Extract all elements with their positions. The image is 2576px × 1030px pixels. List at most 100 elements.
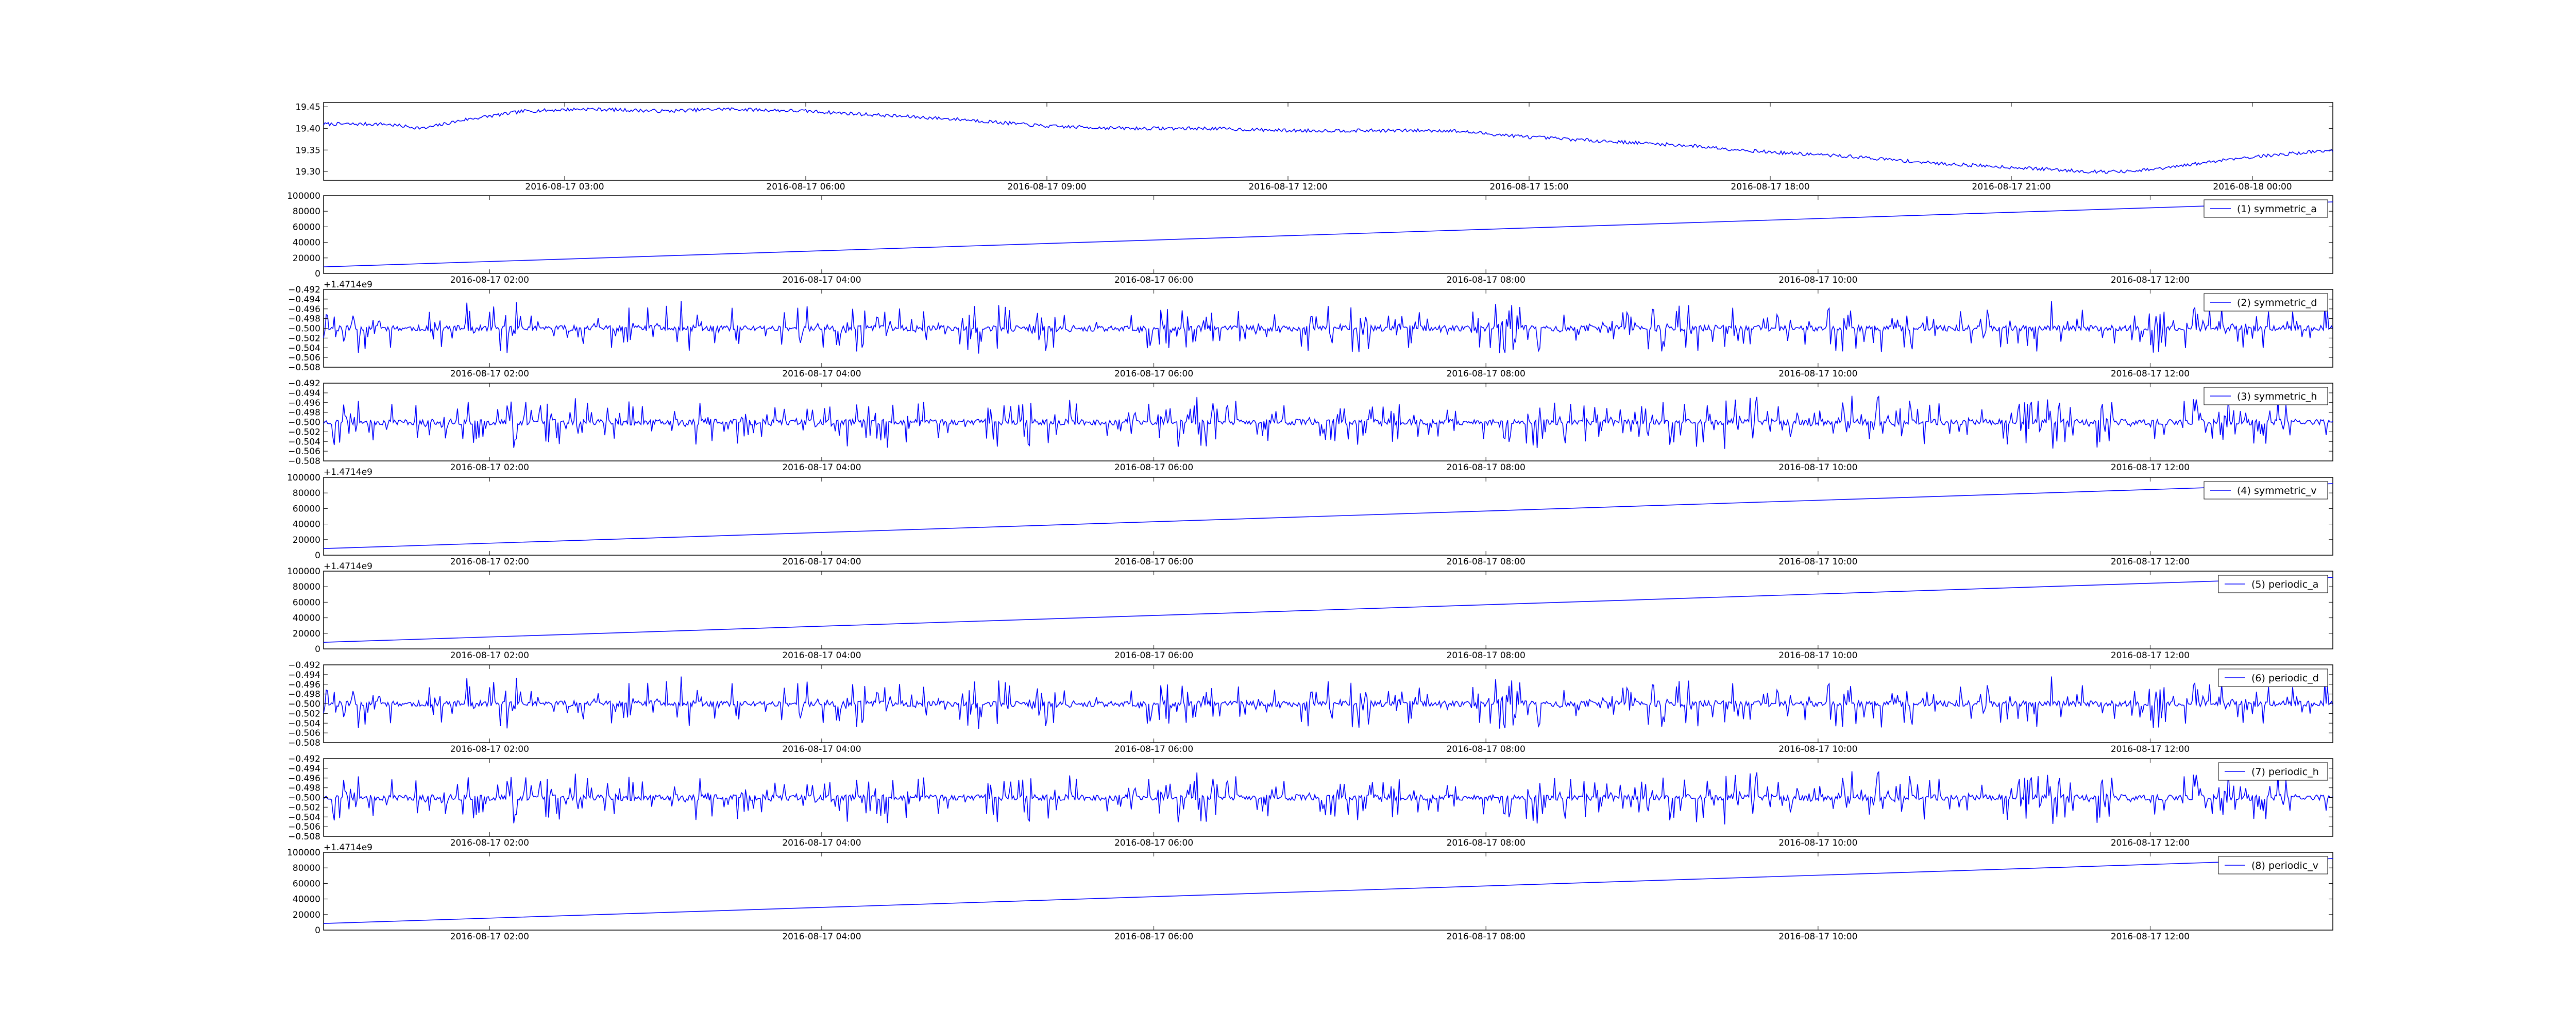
x-tick-label: 2016-08-17 09:00 <box>1007 182 1086 192</box>
legend-label: (8) periodic_v <box>2251 860 2318 871</box>
y-tick-label: −0.508 <box>288 738 320 748</box>
legend-label: (6) periodic_d <box>2251 673 2319 684</box>
x-tick-label: 2016-08-17 04:00 <box>782 557 861 567</box>
x-offset-label: +1.4714e9 <box>324 843 372 853</box>
y-tick-label: −0.502 <box>288 333 320 344</box>
x-tick-label: 2016-08-17 12:00 <box>2111 369 2190 379</box>
y-tick-label: −0.506 <box>288 728 320 739</box>
y-tick-label: −0.508 <box>288 832 320 842</box>
x-tick-label: 2016-08-17 15:00 <box>1489 182 1568 192</box>
y-tick-label: 19.35 <box>295 145 320 156</box>
y-tick-label: 20000 <box>293 910 320 920</box>
series-line-0 <box>323 107 2333 174</box>
y-tick-label: −0.494 <box>288 764 320 774</box>
y-tick-label: −0.502 <box>288 427 320 437</box>
x-tick-label: 2016-08-17 10:00 <box>1778 932 1857 942</box>
y-tick-label: −0.506 <box>288 447 320 457</box>
x-tick-label: 2016-08-17 06:00 <box>1114 650 1193 661</box>
x-tick-label: 2016-08-17 04:00 <box>782 650 861 661</box>
x-tick-label: 2016-08-17 06:00 <box>1114 838 1193 848</box>
y-tick-label: 0 <box>315 925 320 936</box>
x-tick-label: 2016-08-17 06:00 <box>1114 744 1193 754</box>
y-tick-label: −0.498 <box>288 783 320 794</box>
x-tick-label: 2016-08-17 02:00 <box>450 744 529 754</box>
y-tick-label: 100000 <box>287 566 320 577</box>
series-line-0 <box>323 577 2333 643</box>
x-tick-label: 2016-08-17 06:00 <box>1114 369 1193 379</box>
x-tick-label: 2016-08-17 18:00 <box>1731 182 1809 192</box>
x-tick-label: 2016-08-17 12:00 <box>2111 650 2190 661</box>
series-line-0 <box>323 301 2333 354</box>
x-tick-label: 2016-08-17 04:00 <box>782 838 861 848</box>
series-line-0 <box>323 770 2333 825</box>
x-tick-label: 2016-08-18 00:00 <box>2213 182 2292 192</box>
y-tick-label: −0.508 <box>288 363 320 373</box>
legend: (1) symmetric_a <box>2204 199 2328 218</box>
x-tick-label: 2016-08-17 10:00 <box>1778 557 1857 567</box>
series-line-0 <box>323 858 2333 924</box>
legend-label: (4) symmetric_v <box>2237 485 2317 496</box>
x-tick-label: 2016-08-17 08:00 <box>1447 275 1526 285</box>
y-tick-label: 80000 <box>293 488 320 499</box>
legend: (2) symmetric_d <box>2204 293 2328 312</box>
legend-label: (1) symmetric_a <box>2237 203 2317 215</box>
x-tick-label: 2016-08-17 12:00 <box>2111 462 2190 473</box>
x-tick-label: 2016-08-17 04:00 <box>782 932 861 942</box>
x-tick-label: 2016-08-17 10:00 <box>1778 744 1857 754</box>
x-tick-label: 2016-08-17 12:00 <box>2111 557 2190 567</box>
legend: (5) periodic_a <box>2218 575 2328 593</box>
series-line-0 <box>323 201 2333 267</box>
y-tick-label: −0.508 <box>288 456 320 467</box>
panel-7: −0.492−0.494−0.496−0.498−0.500−0.502−0.5… <box>288 754 2333 853</box>
x-tick-label: 2016-08-17 12:00 <box>2111 932 2190 942</box>
x-tick-label: 2016-08-17 08:00 <box>1447 650 1526 661</box>
x-tick-label: 2016-08-17 06:00 <box>1114 275 1193 285</box>
x-tick-label: 2016-08-17 02:00 <box>450 462 529 473</box>
y-tick-label: 40000 <box>293 895 320 905</box>
y-tick-label: −0.504 <box>288 718 320 729</box>
axes-frame <box>323 195 2333 274</box>
y-tick-label: 80000 <box>293 207 320 217</box>
y-tick-label: −0.506 <box>288 353 320 363</box>
panel-0: 19.30 19.35 19.40 19.45 2016-08-17 03:00 2016… <box>295 102 2333 192</box>
y-tick-label: −0.494 <box>288 670 320 680</box>
x-tick-label: 2016-08-17 08:00 <box>1447 369 1526 379</box>
series-line-0 <box>323 676 2333 729</box>
y-tick-label: 40000 <box>293 520 320 530</box>
x-tick-label: 2016-08-17 08:00 <box>1447 462 1526 473</box>
legend-label: (3) symmetric_h <box>2237 391 2317 402</box>
y-tick-label: −0.492 <box>288 379 320 389</box>
x-tick-label: 2016-08-17 03:00 <box>525 182 604 192</box>
y-tick-label: 19.45 <box>295 102 320 112</box>
y-tick-label: −0.504 <box>288 437 320 447</box>
x-tick-label: 2016-08-17 21:00 <box>1972 182 2050 192</box>
x-tick-label: 2016-08-17 08:00 <box>1447 838 1526 848</box>
y-tick-label: 0 <box>315 644 320 655</box>
y-tick-label: −0.492 <box>288 285 320 295</box>
x-tick-label: 2016-08-17 04:00 <box>782 744 861 754</box>
x-tick-label: 2016-08-17 06:00 <box>1114 932 1193 942</box>
panel-2: −0.492−0.494−0.496−0.498−0.500−0.502−0.5… <box>288 285 2333 379</box>
axes-frame <box>323 852 2333 931</box>
x-tick-label: 2016-08-17 04:00 <box>782 275 861 285</box>
y-tick-label: −0.496 <box>288 774 320 784</box>
x-tick-label: 2016-08-17 10:00 <box>1778 838 1857 848</box>
y-tick-label: 40000 <box>293 613 320 624</box>
y-tick-label: 20000 <box>293 629 320 639</box>
y-tick-label: −0.494 <box>288 295 320 305</box>
x-offset-label: +1.4714e9 <box>324 561 372 572</box>
x-tick-label: 2016-08-17 10:00 <box>1778 462 1857 473</box>
series-line-0 <box>323 483 2333 549</box>
x-tick-label: 2016-08-17 06:00 <box>1114 462 1193 473</box>
x-tick-label: 2016-08-17 12:00 <box>2111 275 2190 285</box>
y-tick-label: 100000 <box>287 473 320 483</box>
y-tick-label: 19.40 <box>295 124 320 134</box>
panel-8: 0 20000 40000 60000 80000 100000 2016-08-17 02… <box>287 848 2333 942</box>
y-tick-label: 20000 <box>293 535 320 545</box>
y-tick-label: 100000 <box>287 191 320 201</box>
y-tick-label: 0 <box>315 269 320 279</box>
x-tick-label: 2016-08-17 02:00 <box>450 275 529 285</box>
x-tick-label: 2016-08-17 02:00 <box>450 932 529 942</box>
y-tick-label: −0.496 <box>288 398 320 408</box>
y-tick-label: −0.498 <box>288 690 320 700</box>
